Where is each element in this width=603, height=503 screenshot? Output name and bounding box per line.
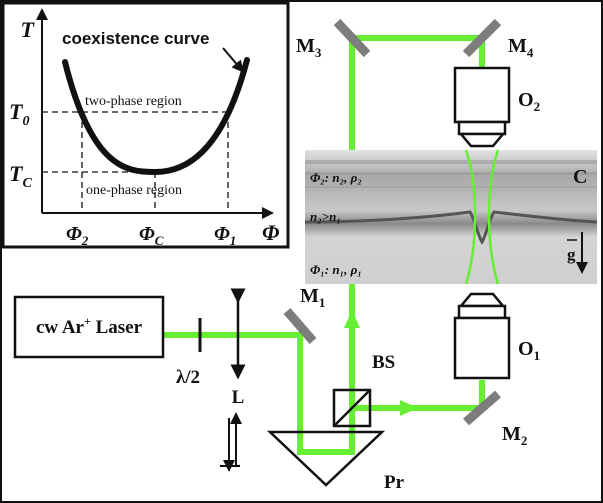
- sample-cell: C Φ₂: n₂, ρ₂ n₂>n₁ Φ₁: n₁, ρ₁ g: [304, 149, 598, 285]
- inset-x-axis-label: Φ: [262, 220, 279, 245]
- mirror-m4: [462, 18, 502, 58]
- one-phase-region-label: one-phase region: [86, 183, 182, 198]
- mirror-m2: [463, 390, 501, 426]
- index-relation-label: n₂>n₁: [310, 209, 341, 224]
- beam-waist-left: [464, 149, 477, 285]
- beamsplitter-cube: [332, 388, 372, 428]
- objective-o1-label: O1: [518, 338, 540, 363]
- mirror-m1-label: M1: [300, 285, 325, 310]
- objective-o2: [453, 66, 511, 148]
- beamsplitter-label: BS: [372, 352, 395, 373]
- mirror-m2-label: M2: [502, 423, 527, 448]
- two-phase-region-label: two-phase region: [85, 94, 182, 109]
- argon-laser: [13, 295, 165, 359]
- upper-phase-label: Φ₂: n₂, ρ₂: [310, 170, 362, 185]
- phase-diagram-inset: T Φ coexistence curve two-phase region o…: [1, 1, 290, 249]
- mirror-m1: [283, 308, 317, 344]
- tc-label: TC: [9, 161, 32, 191]
- fluid-interface: [304, 210, 598, 245]
- t0-label: T0: [9, 99, 29, 129]
- half-wave-plate-label: λ/2: [176, 367, 200, 388]
- prism-label: Pr: [384, 472, 405, 493]
- mirror-m3-label: M3: [296, 35, 322, 60]
- inset-y-axis-label: T: [21, 17, 36, 42]
- beamsplitter-diagonal: [333, 389, 371, 427]
- beam-arrow-up: [344, 310, 360, 328]
- mirror-m3: [333, 18, 371, 58]
- beam-waist-right: [487, 149, 500, 285]
- beam-arrow-right: [400, 400, 418, 416]
- coexistence-curve: [62, 57, 250, 176]
- cell-label: C: [573, 166, 587, 188]
- objective-o2-label: O2: [518, 89, 540, 114]
- objective-o1: [453, 292, 511, 380]
- phi2-label: Φ2: [66, 223, 89, 248]
- phi1-label: Φ1: [214, 223, 236, 248]
- gravity-label: g: [567, 245, 576, 264]
- inset-frame: [1, 1, 290, 249]
- lens-label: L: [232, 387, 245, 408]
- mirror-m4-label: M4: [508, 35, 534, 60]
- phic-label: ΦC: [139, 223, 164, 248]
- prism: [266, 430, 386, 487]
- lower-phase-label: Φ₁: n₁, ρ₁: [310, 262, 362, 277]
- curve-pointer-arrow: [222, 47, 244, 73]
- coexistence-curve-label: coexistence curve: [62, 29, 209, 48]
- laser-label: cw Ar+ Laser: [36, 314, 143, 338]
